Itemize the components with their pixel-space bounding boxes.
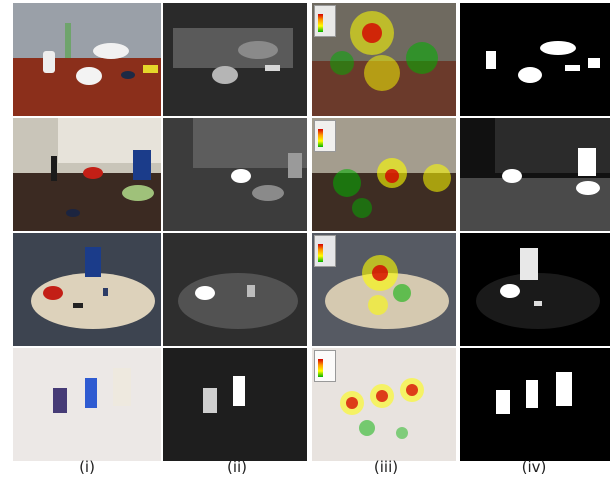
row2-saliency <box>163 118 307 231</box>
heatmap-legend <box>314 120 336 152</box>
row1-saliency <box>163 3 307 116</box>
row3-photo <box>13 233 161 346</box>
row2-binary-mask <box>460 118 610 231</box>
heatmap-legend <box>314 5 336 37</box>
heatmap-legend <box>314 235 336 267</box>
row4-heatmap <box>312 348 456 461</box>
row1-binary-mask <box>460 3 610 116</box>
heatmap-legend <box>314 350 336 382</box>
row3-saliency <box>163 233 307 346</box>
column-label-iv: (iv) <box>521 458 547 476</box>
row4-photo <box>13 348 161 461</box>
column-label-i: (i) <box>79 458 95 476</box>
row3-binary-mask <box>460 233 610 346</box>
row4-saliency <box>163 348 307 461</box>
row2-photo <box>13 118 161 231</box>
row2-heatmap <box>312 118 456 231</box>
row1-heatmap <box>312 3 456 116</box>
column-label-iii: (iii) <box>373 458 399 476</box>
row1-photo <box>13 3 161 116</box>
column-label-ii: (ii) <box>226 458 248 476</box>
row3-heatmap <box>312 233 456 346</box>
row4-binary-mask <box>460 348 610 461</box>
